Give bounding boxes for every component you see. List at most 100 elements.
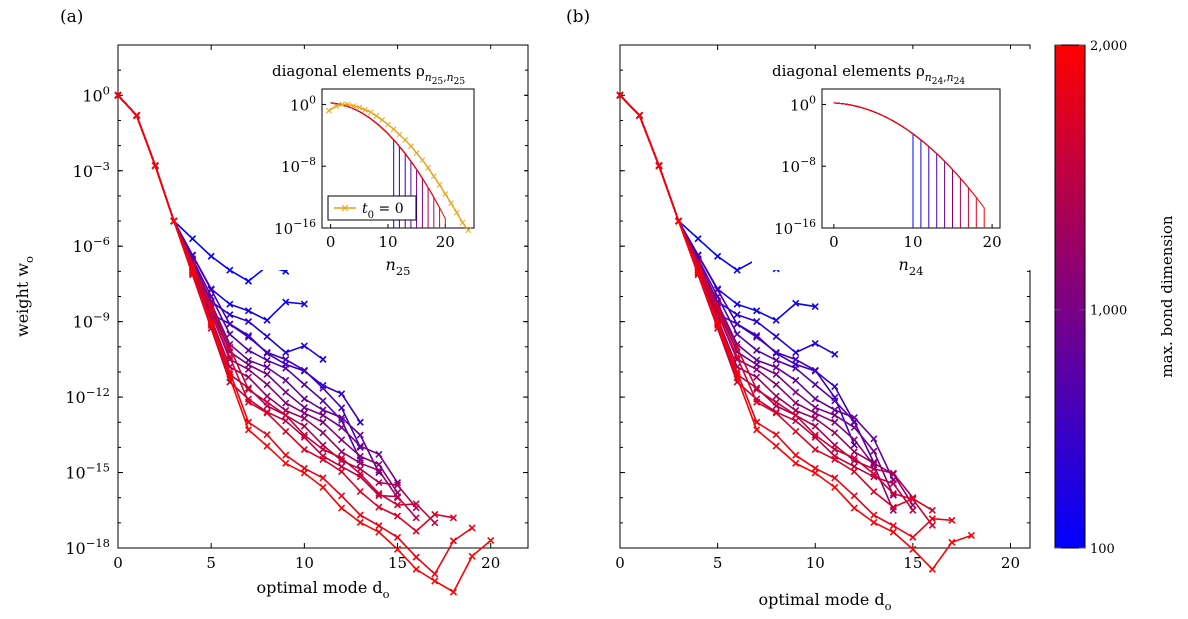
series-marker [244, 385, 253, 394]
series-marker [393, 493, 402, 501]
series-marker [431, 519, 439, 527]
series-marker [850, 504, 858, 512]
series-marker [263, 333, 271, 341]
y-tick-label: 10−18 [65, 536, 110, 558]
series-marker [792, 427, 800, 435]
legend-label: t0 = 0 [362, 201, 404, 221]
series-marker [263, 431, 271, 439]
series-marker [244, 426, 253, 434]
t0-marker [379, 117, 386, 123]
y-axis-label: weight wo [13, 256, 36, 337]
x-axis-label: optimal mode do [256, 578, 389, 601]
series-marker [792, 399, 800, 407]
series-marker [300, 395, 308, 403]
series-marker [811, 339, 819, 347]
series-marker [655, 162, 663, 170]
series-marker [188, 235, 197, 243]
series-marker [319, 483, 327, 491]
x-tick-label: 15 [903, 554, 922, 572]
t0-marker [442, 191, 449, 197]
series-marker [792, 376, 800, 384]
x-tick-label: 0 [615, 554, 625, 572]
series-marker [675, 217, 683, 225]
series-marker [244, 373, 253, 381]
series-marker [393, 512, 402, 520]
series-marker [753, 317, 761, 326]
series-marker [431, 510, 439, 518]
series-marker [356, 418, 364, 426]
series-marker [356, 459, 364, 467]
series-marker [811, 422, 819, 430]
series-marker [850, 414, 858, 422]
series-marker [694, 269, 702, 277]
t0-marker [339, 101, 345, 108]
series-marker [449, 537, 458, 545]
panel-label: (a) [60, 7, 83, 27]
inset-y-tick-label: 100 [790, 93, 816, 114]
series-marker [338, 448, 346, 456]
series-marker [714, 252, 722, 260]
series-marker [319, 381, 327, 390]
series-marker [772, 348, 780, 356]
series-marker [831, 483, 839, 491]
series-marker [300, 380, 308, 389]
series-marker [282, 417, 290, 425]
x-tick-label: 20 [481, 554, 500, 572]
inset: diagonal elements ρn24,n24 0 10 20 100 10−8 10… [752, 49, 1050, 278]
series-marker [300, 422, 308, 430]
series-marker [244, 331, 253, 340]
t0-marker [408, 143, 414, 149]
inset-y-tick-label: 100 [290, 93, 316, 114]
series-marker [263, 348, 271, 356]
series-marker [375, 460, 383, 469]
series-marker [226, 330, 234, 338]
series-marker [792, 349, 800, 357]
series-marker [792, 451, 800, 459]
inset-x-axis-label: n24 [899, 255, 924, 278]
series-marker [412, 553, 420, 561]
series-marker [792, 355, 800, 364]
series-marker [338, 468, 346, 476]
series-marker [928, 515, 936, 523]
series-marker [226, 320, 234, 328]
t0-marker [390, 126, 397, 133]
series-marker [207, 308, 215, 316]
series-marker [850, 457, 858, 465]
series-marker [772, 356, 780, 364]
x-tick-label: 20 [1001, 554, 1020, 572]
series-marker [850, 454, 858, 462]
series-marker [753, 385, 761, 394]
y-tick-label: 10−12 [65, 385, 110, 407]
t0-marker [419, 157, 426, 163]
y-tick-label: 10−15 [65, 461, 110, 483]
series-marker [263, 398, 271, 406]
series-marker [226, 343, 234, 351]
series-marker [831, 411, 839, 419]
series-marker [733, 330, 741, 338]
series-marker [928, 565, 936, 573]
series-marker [282, 349, 290, 357]
series-marker [263, 316, 271, 324]
series-marker [889, 469, 897, 477]
t0-marker [373, 113, 380, 119]
series-marker [811, 403, 819, 412]
series-marker [449, 588, 458, 596]
series-marker [319, 455, 327, 463]
series-marker [375, 478, 383, 487]
series-marker [870, 470, 878, 478]
t0-marker [413, 150, 420, 156]
series-marker [375, 450, 383, 458]
series-marker [226, 353, 234, 361]
series-marker [870, 447, 878, 455]
colorbar-tick-label: 2,000 [1090, 39, 1127, 54]
series-marker [319, 411, 327, 419]
series-marker [114, 91, 122, 99]
series-marker [375, 492, 383, 500]
series-marker [889, 491, 897, 499]
series-marker [733, 320, 741, 328]
series-marker [753, 346, 761, 354]
series-marker [753, 373, 761, 381]
inset-x-tick-label: 0 [829, 233, 839, 251]
series-marker [468, 552, 476, 560]
